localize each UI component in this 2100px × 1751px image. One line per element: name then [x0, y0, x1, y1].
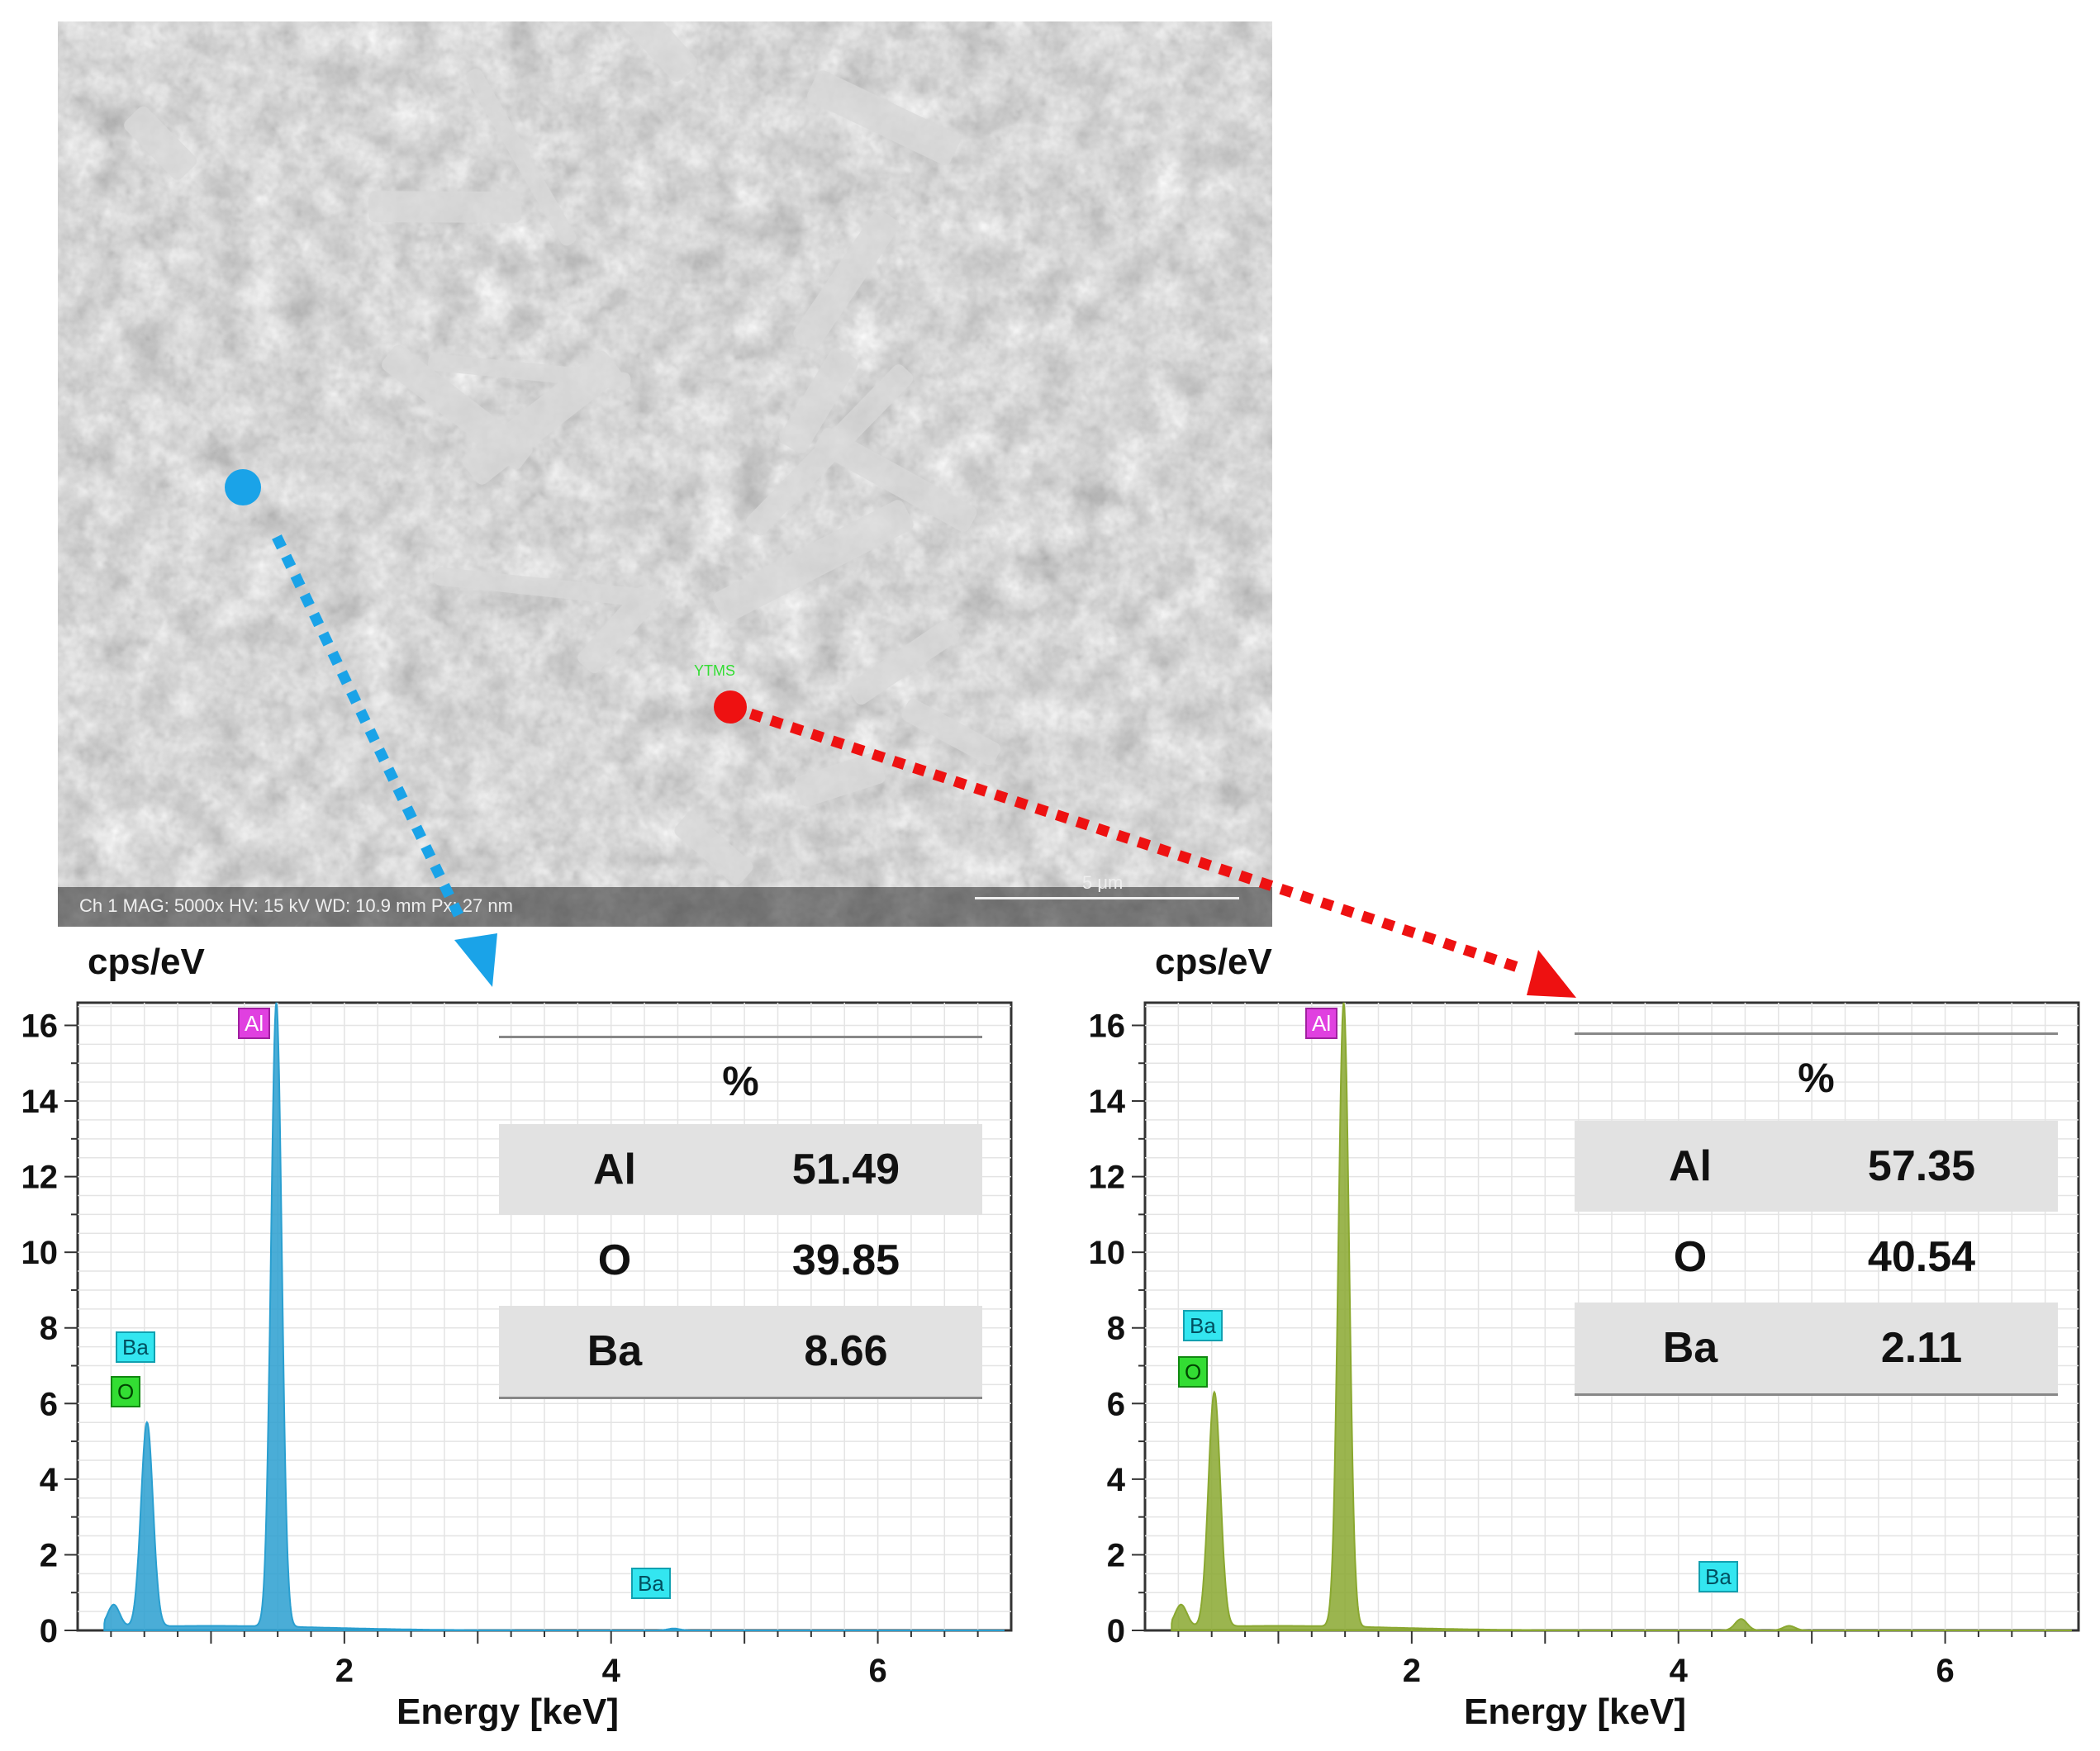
x-axis-label: Energy [keV] [397, 1692, 619, 1732]
y-tick-label: 6 [1107, 1386, 1125, 1422]
sem-scale-label: 5 μm [1082, 872, 1124, 893]
sem-micrograph: Ch 1 MAG: 5000x HV: 15 kV WD: 10.9 mm Px… [58, 21, 1272, 927]
y-tick-label: 0 [40, 1613, 58, 1649]
sem-rod-particle [745, 364, 914, 536]
element-name: O [1673, 1233, 1708, 1281]
sem-rod-particle [433, 567, 661, 609]
y-tick-label: 14 [1089, 1084, 1126, 1120]
element-percent: 39.85 [791, 1236, 900, 1284]
element-percent: 51.49 [791, 1146, 900, 1193]
y-tick-label: 12 [1089, 1160, 1126, 1196]
y-tick-label: 8 [1107, 1311, 1125, 1347]
element-percent: 8.66 [804, 1327, 888, 1375]
element-percent: 40.54 [1867, 1233, 1976, 1281]
table-bottom-rule [1575, 1393, 2058, 1396]
y-tick-label: 0 [1107, 1613, 1125, 1649]
table-bottom-rule [499, 1397, 982, 1399]
y-tick-label: 16 [21, 1008, 59, 1044]
spectrum-area [103, 1002, 1005, 1631]
y-tick-label: 10 [21, 1235, 59, 1271]
eds-chart-left: 2 4 6 0 2 4 6 8 10 12 14 16 cps/eV Energy [keV] Ba … [0, 942, 1033, 1747]
x-tick-label: 2 [335, 1653, 354, 1689]
table-row: Al 51.49 [499, 1124, 982, 1215]
composition-table: % Al 51.49 O 39.85 Ba 8.66 [499, 1036, 982, 1399]
peak-label-ba: Ba [1699, 1561, 1738, 1592]
y-tick-label: 6 [40, 1386, 58, 1422]
y-tick-label: 4 [1107, 1462, 1126, 1498]
peak-label-ba: Ba [631, 1568, 671, 1599]
y-tick-label: 2 [1107, 1537, 1125, 1573]
x-tick-label: 2 [1403, 1653, 1421, 1689]
peak-label-o: O [1178, 1356, 1209, 1388]
sem-rod-particle [779, 348, 858, 453]
y-tick-label: 2 [40, 1537, 58, 1573]
element-name: Ba [587, 1327, 643, 1375]
sem-rod-particle [577, 586, 658, 674]
x-tick-label: 6 [1936, 1653, 1954, 1689]
y-tick-label: 4 [40, 1462, 59, 1498]
x-tick-label: 6 [868, 1653, 886, 1689]
table-row: Ba 2.11 [1575, 1303, 2058, 1393]
element-name: O [597, 1236, 632, 1284]
table-row: Al 57.35 [1575, 1121, 2058, 1212]
table-header: % [499, 1036, 982, 1124]
eds-chart-right: 2 4 6 0 2 4 6 8 10 12 14 16 cps/eV Energy [keV] Ba … [1067, 942, 2100, 1747]
table-row: O 40.54 [1575, 1212, 2058, 1303]
element-percent: 2.11 [1880, 1324, 1963, 1372]
y-tick-label: 16 [1089, 1008, 1126, 1044]
y-tick-label: 14 [21, 1084, 59, 1120]
table-row: O 39.85 [499, 1215, 982, 1306]
element-name: Al [1669, 1142, 1712, 1190]
element-name: Ba [1662, 1324, 1718, 1372]
y-axis-label: cps/eV [1155, 942, 1272, 982]
x-axis-label: Energy [keV] [1464, 1692, 1686, 1732]
sem-rod-particle [807, 70, 961, 165]
sem-rod-particle [848, 619, 960, 705]
element-name: Al [593, 1146, 636, 1193]
y-tick-label: 12 [21, 1160, 59, 1196]
sem-rod-particle [368, 191, 522, 223]
composition-table: % Al 57.35 O 40.54 Ba 2.11 [1575, 1032, 2058, 1396]
peak-label-al: Al [1305, 1008, 1338, 1039]
table-header: % [1575, 1032, 2058, 1121]
sem-rod-particle [466, 69, 577, 246]
element-percent: 57.35 [1867, 1142, 1976, 1190]
peak-label-ba: Ba [1183, 1310, 1223, 1341]
y-axis-label: cps/eV [88, 942, 205, 982]
y-tick-label: 8 [40, 1311, 58, 1347]
sem-scale-bar [975, 897, 1239, 899]
sem-rod-particle [124, 106, 197, 180]
sem-rod-particle [793, 210, 900, 349]
sem-spot-label: YTMS [694, 662, 736, 679]
y-tick-label: 10 [1089, 1235, 1126, 1271]
sem-rod-particle [428, 353, 631, 390]
x-tick-label: 4 [602, 1653, 621, 1689]
peak-label-ba: Ba [116, 1331, 155, 1363]
table-row: Ba 8.66 [499, 1306, 982, 1397]
sem-texture [58, 21, 1272, 927]
peak-label-al: Al [238, 1008, 271, 1039]
sem-rod-particle [815, 427, 977, 532]
sem-rod-particle [382, 344, 533, 470]
peak-label-o: O [111, 1376, 141, 1407]
sem-info-bar: Ch 1 MAG: 5000x HV: 15 kV WD: 10.9 mm Px… [79, 895, 513, 916]
spectrum-area [1171, 1002, 2072, 1631]
sem-rod-particle [592, 21, 698, 82]
x-tick-label: 4 [1670, 1653, 1689, 1689]
sem-rod-particle [712, 500, 914, 623]
